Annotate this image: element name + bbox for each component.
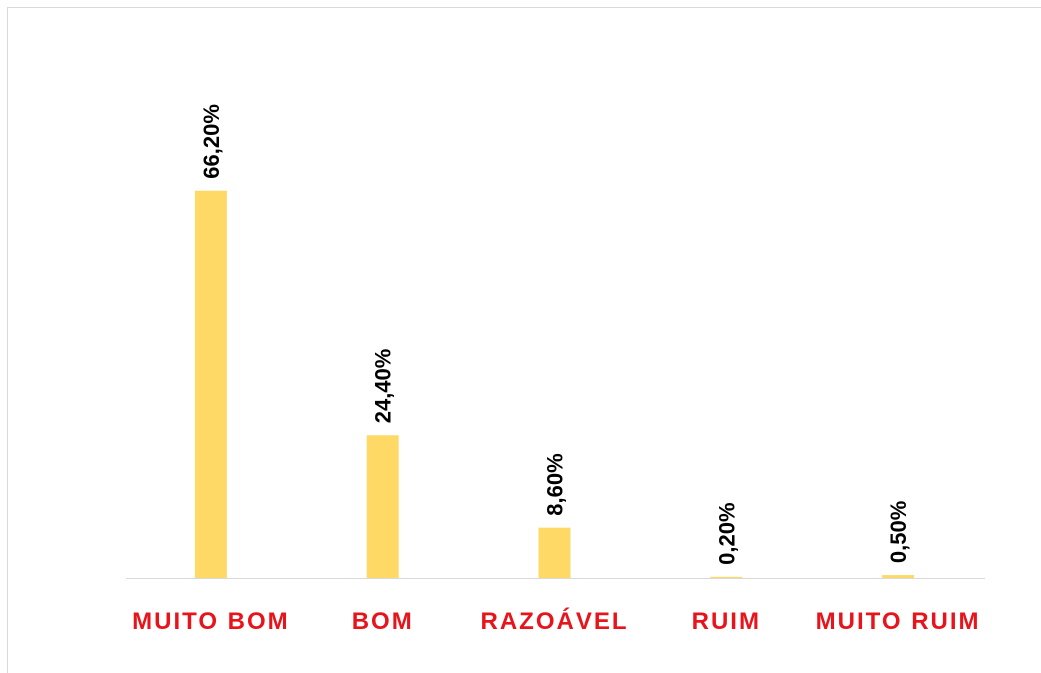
bar: [538, 527, 571, 578]
data-label: 0,20%: [714, 502, 739, 564]
x-tick-label: RUIM: [692, 608, 761, 635]
bar: [366, 435, 399, 578]
data-label: 8,60%: [543, 453, 568, 515]
x-tick-label: BOM: [352, 608, 414, 635]
x-tick-label: RAZOÁVEL: [481, 607, 629, 635]
bar: [194, 190, 227, 579]
bar: [882, 575, 915, 578]
data-label: 66,20%: [199, 104, 224, 179]
chart-frame: [7, 7, 1041, 673]
bar: [710, 576, 743, 578]
data-label: 24,40%: [371, 349, 396, 424]
data-label: 0,50%: [886, 501, 911, 563]
x-tick-label: MUITO RUIM: [816, 608, 981, 635]
x-tick-label: MUITO BOM: [132, 608, 290, 635]
